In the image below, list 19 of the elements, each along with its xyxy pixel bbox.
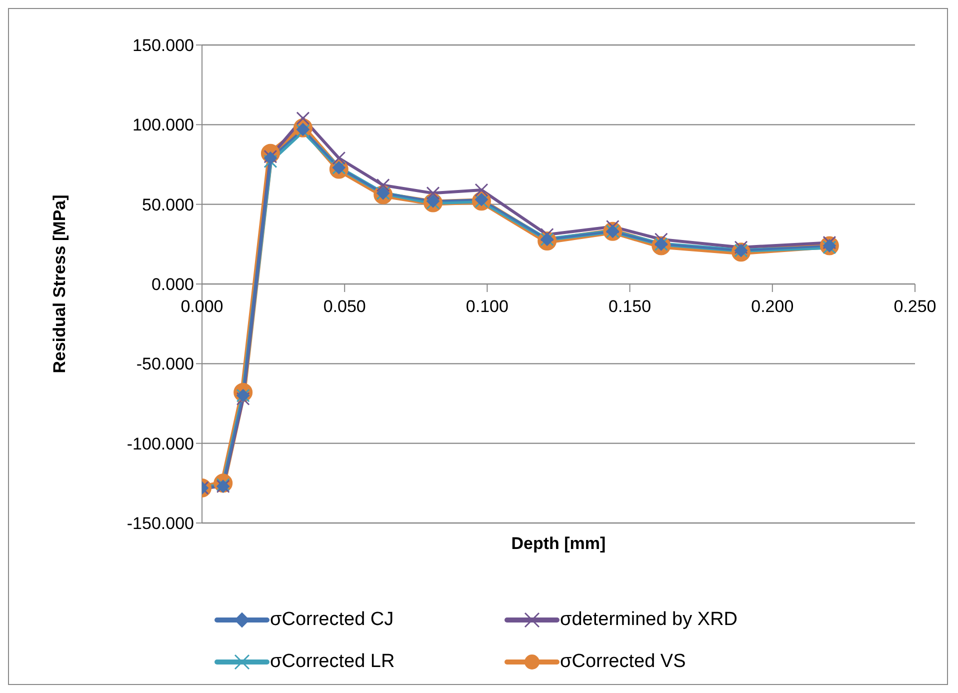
x-axis-title: Depth [mm] — [511, 534, 606, 554]
y-tick-label: -150.000 — [126, 514, 194, 534]
x-tick-label: 0.100 — [466, 297, 508, 316]
x-tick-label: 0.250 — [894, 297, 936, 316]
y-tick-label: 150.000 — [132, 36, 194, 56]
legend-label: σCorrected VS — [560, 651, 686, 673]
x-tick-label: 0.200 — [751, 297, 794, 316]
y-tick-label: -100.000 — [126, 434, 194, 454]
y-tick-label: 50.000 — [142, 195, 194, 214]
legend-label: σdetermined by XRD — [560, 609, 738, 631]
x-tick-label: 0.150 — [608, 297, 652, 316]
y-tick-label: 100.000 — [132, 116, 194, 135]
x-tick-label: 0.050 — [323, 297, 366, 316]
legend-label: σCorrected CJ — [270, 609, 394, 631]
y-tick-label: 0.000 — [151, 275, 194, 294]
y-tick-label: -50.000 — [136, 354, 194, 374]
legend-label: σCorrected LR — [270, 651, 395, 673]
x-tick-label: 0.000 — [180, 297, 224, 316]
y-axis-title: Residual Stress [MPa] — [50, 194, 70, 374]
